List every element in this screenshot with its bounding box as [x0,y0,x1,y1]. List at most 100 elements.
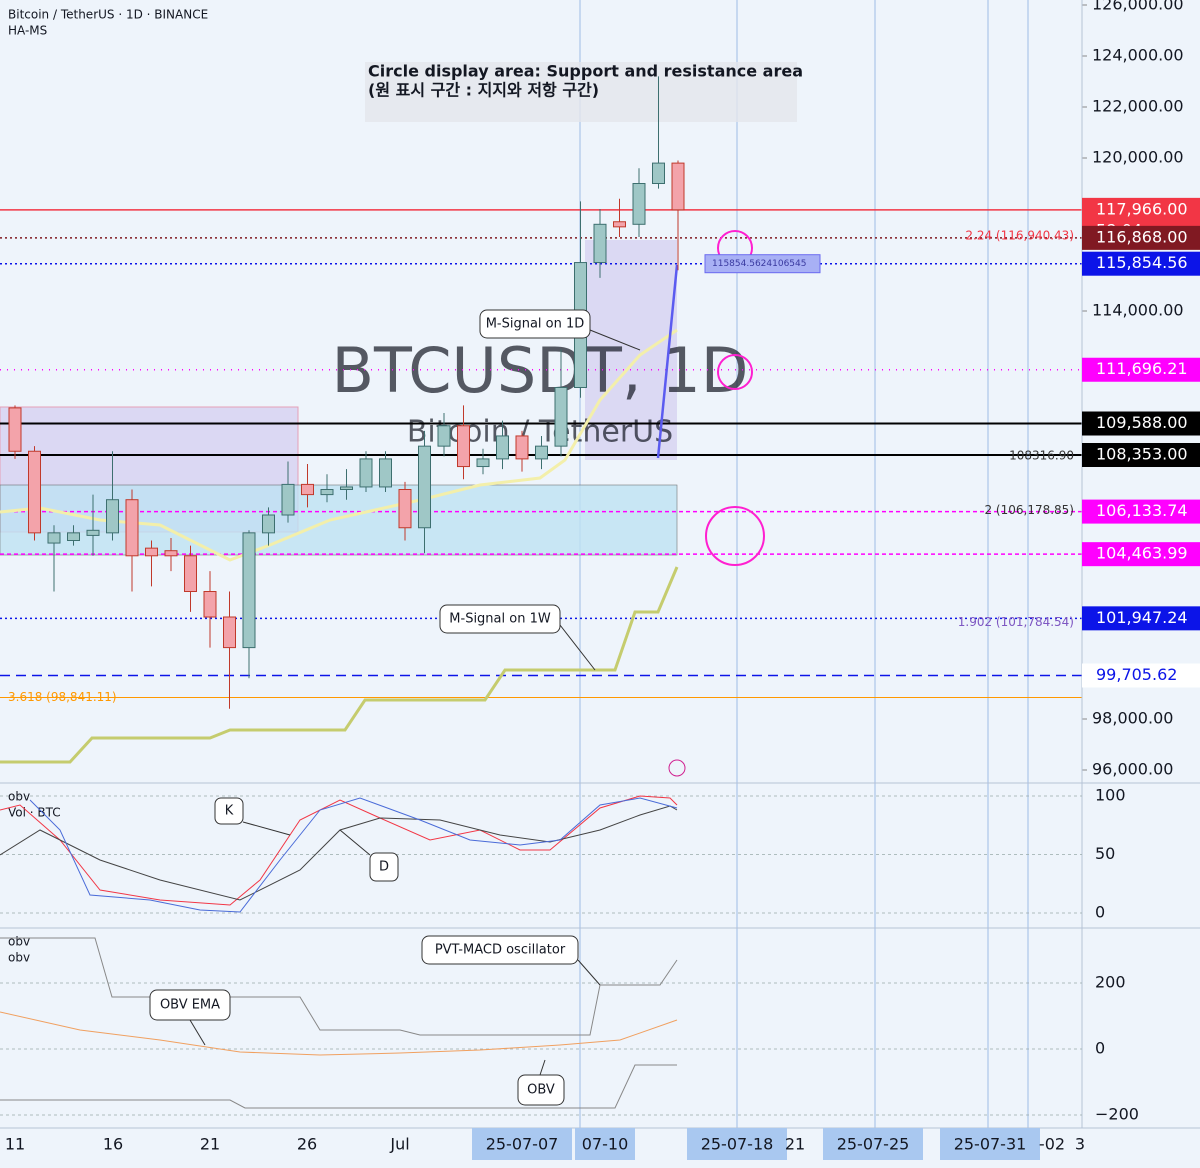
icon [668,759,686,777]
price-tag-label: 116,868.00 [1096,227,1188,246]
price-tag-label: 104,463.99 [1096,544,1188,563]
candle-body [652,162,665,185]
callout-pointer [559,624,596,671]
pane-label: obv [8,935,30,949]
x-tick-label: 07-10 [582,1135,629,1154]
y-tick-label: 50 [1095,844,1115,863]
candle-body [67,532,80,541]
candle-body [320,489,334,496]
date-highlight [940,1128,1040,1160]
price-tag-label: 117,966.00 [1096,199,1188,218]
trend-line [656,264,679,459]
candle-body [125,499,139,557]
annotation: OBV [527,1083,555,1098]
candle-body [398,489,412,529]
price-tag [1082,499,1200,524]
candle-body [437,425,451,447]
level-label: 2.24 (116,940.43) [965,229,1074,243]
x-tick-label: 25-07-25 [837,1135,910,1154]
callout [479,309,591,339]
candle-body [535,445,548,460]
note-box [365,62,797,122]
y-tick-label: 126,000.00 [1092,0,1184,14]
candle-body [164,550,178,557]
level-label: 1.902 (101,784.54) [958,615,1074,629]
date-highlight [472,1128,572,1160]
candle-body [593,223,607,264]
annotation: K [225,804,234,819]
stoch-blue [29,797,678,913]
y-tick-label: 0 [1095,903,1105,922]
y-tick-label: 100 [1095,786,1126,805]
symbol: Bitcoin / TetherUS · 1D · BINANCE [8,8,208,22]
annotation: (원 표시 구간 : 지지와 저항 구간) [368,81,599,100]
x-tick-label: Jul [389,1135,409,1154]
callout-pointer [589,329,641,351]
candle-body [671,162,685,211]
price-tag [1082,606,1200,631]
candle-body [106,499,119,534]
x-tick-label: 25-07-07 [486,1135,559,1154]
candle-body [8,407,22,452]
candle-body [223,616,236,649]
x-tick-label: 21 [785,1135,805,1154]
price-tag-label: 99,705.62 [1096,665,1177,684]
candle-body [145,547,158,557]
price-tag-label: 101,947.24 [1096,608,1188,627]
candle-body [86,529,100,536]
price-tag-label: 109,588.00 [1096,413,1188,432]
price-tag-label: 106,133.74 [1096,501,1188,520]
price-tag [1082,411,1200,436]
annotation: PVT-MACD oscillator [435,943,566,958]
y-tick-label: 120,000.00 [1092,148,1184,167]
level-label: 3.618 (98,841.11) [8,690,117,704]
x-tick-label: 16 [103,1135,123,1154]
obv-ema [0,1011,678,1056]
candle-body [515,435,529,460]
candle-body [340,486,353,491]
candle-body [359,458,373,488]
candle-body [457,425,470,468]
date-highlight [575,1128,635,1160]
callouts [149,797,601,1106]
indicator: HA-MS [8,24,47,38]
price-tag [1082,442,1200,467]
stoch-k [0,795,678,906]
price-tag-label: 108,353.00 [1096,444,1188,463]
price-tag-label: 111,696.21 [1096,359,1188,378]
candle-body [301,483,314,496]
x-tick-label: 11 [5,1135,25,1154]
candle-body [203,591,217,618]
level-label: 115854.5624106545 [712,259,806,269]
watermark: BTCUSDT, 1D [331,334,748,407]
candle-body [184,555,197,592]
annotation: M-Signal on 1W [449,612,551,627]
y-tick-label: 98,000.00 [1092,709,1173,728]
y-tick-label: 200 [1095,973,1126,992]
price-tag-label: 115,854.56 [1096,253,1188,272]
price-tag [1082,357,1200,382]
candle-body [47,532,61,544]
annotation: M-Signal on 1D [486,317,585,332]
level-label: 108316.90 [1009,448,1074,462]
candle-body [632,183,646,225]
candle-body [554,387,568,447]
x-tick-label: -02 [1039,1135,1065,1154]
x-tick-label: 3 [1075,1135,1085,1154]
obv-band [0,1064,677,1109]
candle-body [379,458,392,488]
date-highlight [823,1128,923,1160]
x-tick-label: 26 [297,1135,317,1154]
candle-body [496,435,509,460]
candle-body [476,458,490,468]
level-label: 2 (106,178.85) [984,503,1074,517]
price-tag [1082,542,1200,567]
x-tick-label: 21 [200,1135,220,1154]
candle-body [28,450,41,534]
price-tag [1082,225,1200,250]
stoch-d [0,805,678,901]
annotation: Circle display area: Support and resista… [368,62,803,81]
y-tick-label: 122,000.00 [1092,97,1184,116]
pane-label: obv [8,790,30,804]
